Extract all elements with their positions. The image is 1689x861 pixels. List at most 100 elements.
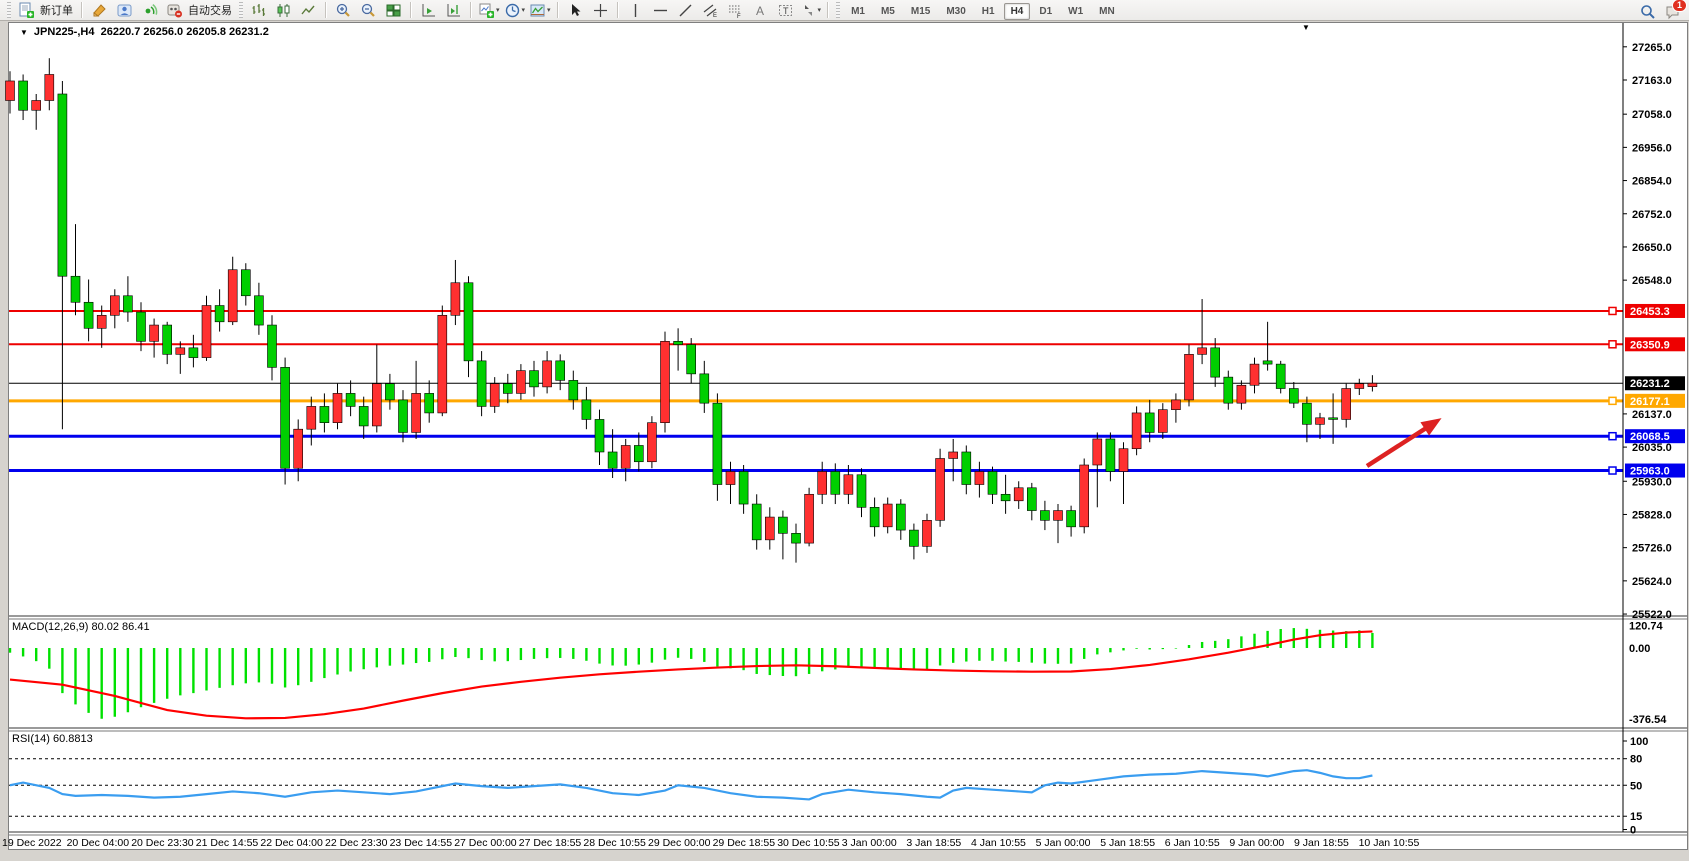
tile-windows-icon <box>386 4 401 16</box>
timeframe-button-d1[interactable]: D1 <box>1039 6 1053 17</box>
svg-text:26231.2: 26231.2 <box>1630 378 1670 390</box>
candle <box>1131 412 1142 450</box>
candle <box>856 474 867 508</box>
trendline-button[interactable] <box>674 0 697 21</box>
timeframe-button-h4[interactable]: H4 <box>1003 3 1031 20</box>
zoom-out-button[interactable] <box>357 0 380 21</box>
autotrading-label[interactable]: 自动交易 <box>188 5 232 17</box>
text-icon: A <box>756 4 764 18</box>
date-label: 6 Jan 10:55 <box>1165 837 1220 849</box>
toolbar-grip[interactable] <box>239 2 243 18</box>
candle <box>1066 510 1076 528</box>
crosshair-button[interactable] <box>589 0 612 21</box>
candle <box>267 324 277 368</box>
toolbar-separator <box>556 2 559 18</box>
date-label: 3 Jan 00:00 <box>842 837 897 849</box>
toolbar-grip[interactable] <box>836 2 841 18</box>
chart-shift-button[interactable] <box>442 0 465 21</box>
candle <box>1053 510 1063 521</box>
svg-text:25963.0: 25963.0 <box>1630 466 1670 478</box>
trend-arrow-annotation[interactable] <box>1365 424 1431 468</box>
cursor-icon <box>571 3 581 16</box>
timeframe-button-m1[interactable]: M1 <box>851 6 865 17</box>
candle <box>895 503 906 531</box>
timeframe-button-h1[interactable]: H1 <box>981 6 995 17</box>
svg-text:F: F <box>737 14 741 19</box>
svg-text:25828.0: 25828.0 <box>1632 509 1672 521</box>
timeframe-button-m15[interactable]: M15 <box>910 6 931 17</box>
candle <box>1118 448 1129 472</box>
candle <box>44 74 55 101</box>
svg-text:80: 80 <box>1630 754 1642 766</box>
tile-windows-button[interactable] <box>382 0 405 21</box>
price-axis[interactable]: 26453.3 26350.9 26231.2 26177.1 26068.5 25963… <box>9 23 1688 837</box>
candle <box>1144 412 1155 433</box>
text-button[interactable]: A <box>749 0 772 21</box>
trend-arrow-head[interactable] <box>1420 418 1442 436</box>
candle <box>1262 360 1273 365</box>
signal-button[interactable] <box>138 0 161 21</box>
horizontal-line-button[interactable] <box>649 0 672 21</box>
annotations-layer[interactable] <box>1365 418 1442 468</box>
channel-button[interactable]: E <box>699 0 722 21</box>
candle <box>725 471 736 485</box>
text-label-button[interactable]: T <box>774 0 797 21</box>
marker-button[interactable] <box>88 0 111 21</box>
price-tag <box>1625 393 1685 408</box>
toolbar-grip[interactable] <box>7 2 11 18</box>
timeframe-button-mn[interactable]: MN <box>1099 6 1115 17</box>
notifications-button[interactable]: 1 <box>1661 0 1687 22</box>
candle <box>594 419 605 453</box>
timeframe-button-m30[interactable]: M30 <box>946 6 966 17</box>
new-order-label[interactable]: 新订单 <box>40 5 73 17</box>
candle <box>542 360 552 388</box>
candle <box>516 370 526 394</box>
cursor-button[interactable] <box>564 0 587 21</box>
vertical-line-button[interactable] <box>624 0 647 21</box>
periods-button[interactable]: ▾ <box>503 0 527 21</box>
svg-text:25726.0: 25726.0 <box>1632 543 1672 555</box>
clock-icon <box>505 3 519 17</box>
auto-scroll-icon <box>422 3 435 16</box>
search-button[interactable] <box>1636 1 1659 22</box>
community-button[interactable] <box>113 0 136 21</box>
chevron-down-icon: ▾ <box>521 7 526 14</box>
candlestick-chart-button[interactable] <box>272 0 295 21</box>
scroll-position-marker[interactable]: ▼ <box>1302 23 1310 32</box>
date-label: 19 Dec 2022 <box>2 837 62 849</box>
candle <box>607 451 618 469</box>
candle <box>699 373 710 404</box>
template-button[interactable]: ▾ <box>528 0 552 21</box>
time-axis[interactable]: 19 Dec 2022 20 Dec 04:00 20 Dec 23:30 21 De… <box>2 837 1419 849</box>
rsi-indicator-label: RSI(14) 60.8813 <box>12 733 93 745</box>
svg-text:26350.9: 26350.9 <box>1630 339 1670 351</box>
candle <box>686 344 697 375</box>
new-order-button[interactable] <box>15 0 38 21</box>
timeframe-button-m5[interactable]: M5 <box>880 6 895 17</box>
date-label: 29 Dec 18:55 <box>713 837 776 849</box>
autotrading-button[interactable] <box>163 0 186 21</box>
auto-scroll-button[interactable] <box>417 0 440 21</box>
fibonacci-button[interactable]: F <box>724 0 747 21</box>
date-label: 20 Dec 04:00 <box>67 837 130 849</box>
line-chart-button[interactable] <box>297 0 320 21</box>
date-label: 5 Jan 00:00 <box>1036 837 1091 849</box>
chart-menu-icon[interactable]: ▼ <box>20 28 28 37</box>
svg-text:T: T <box>783 6 789 16</box>
date-label: 4 Jan 10:55 <box>971 837 1026 849</box>
zoom-in-button[interactable] <box>332 0 355 21</box>
zoom-out-icon <box>361 3 375 17</box>
candle <box>241 269 251 297</box>
new-chart-button[interactable]: ▾ <box>477 0 501 21</box>
bar-chart-button[interactable] <box>247 0 270 21</box>
candle <box>1158 409 1168 433</box>
candle <box>18 80 28 111</box>
candle <box>424 393 435 414</box>
arrows-button[interactable]: ▾ <box>799 0 823 21</box>
candle <box>201 305 212 358</box>
timeframe-button-w1[interactable]: W1 <box>1068 6 1084 17</box>
svg-text:26854.0: 26854.0 <box>1632 176 1672 188</box>
candle <box>1328 417 1338 420</box>
candle <box>123 295 133 313</box>
